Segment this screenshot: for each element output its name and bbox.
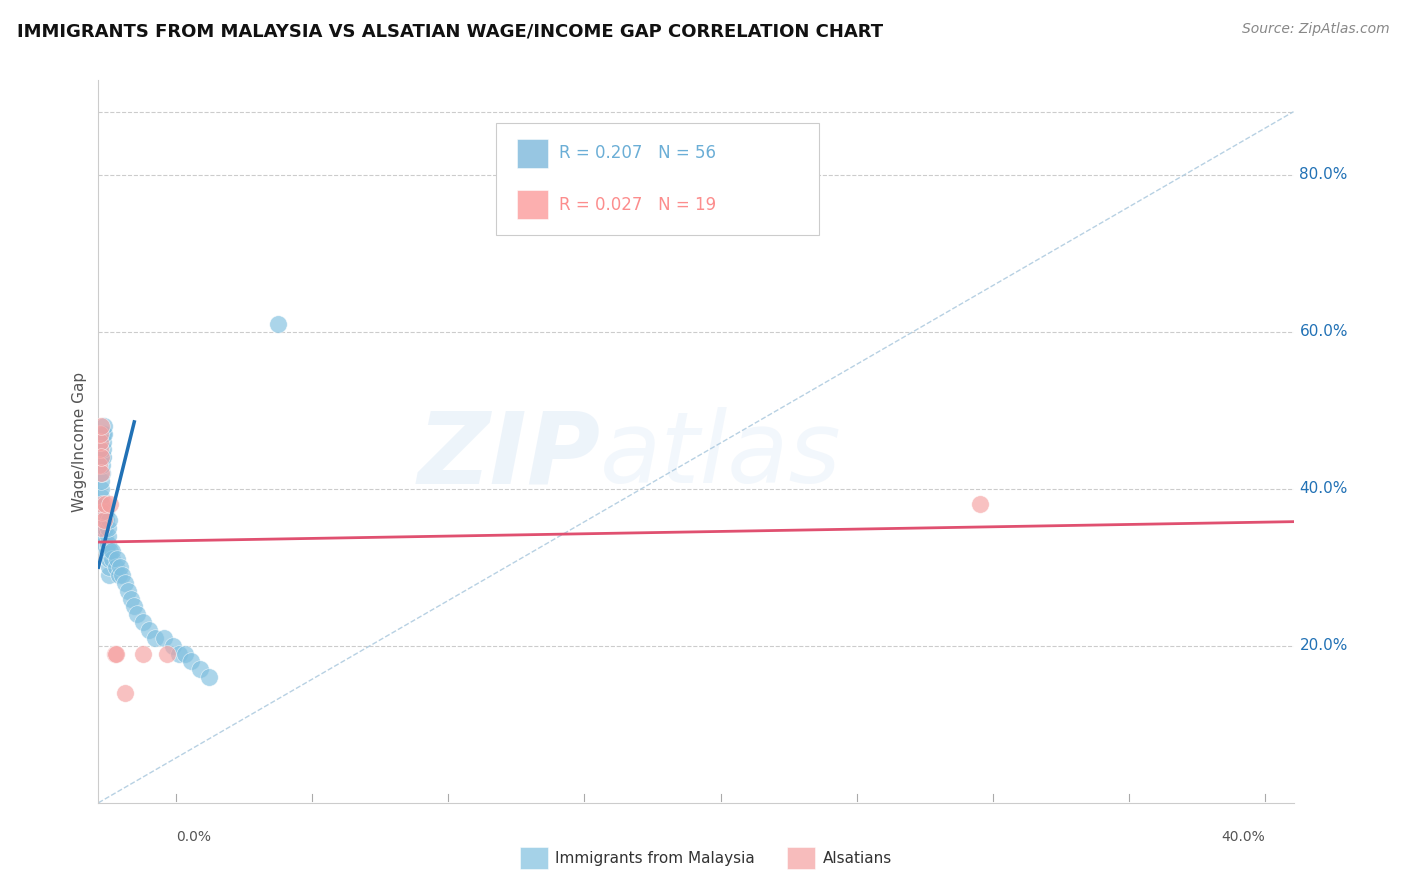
Point <box>114 686 136 700</box>
Point <box>94 513 117 527</box>
Point <box>90 466 112 480</box>
Point <box>97 521 120 535</box>
Point <box>108 560 131 574</box>
Point <box>132 647 155 661</box>
Point <box>89 497 111 511</box>
Text: 20.0%: 20.0% <box>1299 639 1348 653</box>
Point <box>89 426 111 441</box>
Point <box>117 583 139 598</box>
Point <box>89 434 111 449</box>
Point <box>98 560 121 574</box>
Point <box>127 607 149 622</box>
Point <box>93 513 115 527</box>
Point <box>93 426 115 441</box>
Point <box>91 434 114 449</box>
Text: ZIP: ZIP <box>418 408 600 505</box>
Point <box>89 513 111 527</box>
Text: 40.0%: 40.0% <box>1222 830 1265 844</box>
Point <box>90 505 112 519</box>
Text: Immigrants from Malaysia: Immigrants from Malaysia <box>555 851 755 865</box>
Point <box>124 599 146 614</box>
Text: 40.0%: 40.0% <box>1299 481 1348 496</box>
Point <box>90 450 112 465</box>
Text: IMMIGRANTS FROM MALAYSIA VS ALSATIAN WAGE/INCOME GAP CORRELATION CHART: IMMIGRANTS FROM MALAYSIA VS ALSATIAN WAG… <box>17 22 883 40</box>
Point <box>98 552 121 566</box>
Text: R = 0.207   N = 56: R = 0.207 N = 56 <box>560 145 716 162</box>
Point <box>90 482 112 496</box>
Point <box>98 544 121 558</box>
Text: atlas: atlas <box>600 408 842 505</box>
Point <box>97 513 120 527</box>
Point <box>94 505 117 519</box>
Point <box>162 639 184 653</box>
Point <box>91 458 114 472</box>
Text: Alsatians: Alsatians <box>823 851 891 865</box>
Point <box>91 450 114 465</box>
Point <box>94 521 117 535</box>
Point <box>111 568 134 582</box>
Point <box>143 631 166 645</box>
Text: 0.0%: 0.0% <box>176 830 211 844</box>
Point <box>89 505 111 519</box>
Point <box>108 568 131 582</box>
Point <box>91 450 114 465</box>
Point <box>94 497 117 511</box>
Point <box>90 490 112 504</box>
Text: Source: ZipAtlas.com: Source: ZipAtlas.com <box>1241 22 1389 37</box>
Y-axis label: Wage/Income Gap: Wage/Income Gap <box>72 371 87 512</box>
Point <box>120 591 142 606</box>
Point <box>114 575 136 590</box>
Point <box>89 442 111 457</box>
Point <box>91 497 114 511</box>
Point <box>188 662 211 676</box>
Point <box>101 552 124 566</box>
Point <box>87 521 110 535</box>
Point <box>93 418 115 433</box>
Point <box>969 497 991 511</box>
Point <box>89 497 111 511</box>
Point <box>90 521 112 535</box>
Point <box>89 458 111 472</box>
Point <box>93 426 115 441</box>
Point <box>90 474 112 488</box>
Point <box>180 655 202 669</box>
Point <box>198 670 221 684</box>
Point <box>98 497 122 511</box>
Point <box>97 568 120 582</box>
Point <box>89 466 111 480</box>
Text: R = 0.027   N = 19: R = 0.027 N = 19 <box>560 195 716 213</box>
Point <box>105 552 128 566</box>
Point <box>105 560 128 574</box>
Point <box>138 623 160 637</box>
Text: 60.0%: 60.0% <box>1299 324 1348 339</box>
Point <box>93 536 115 550</box>
Point <box>101 544 124 558</box>
Point <box>90 418 112 433</box>
Point <box>97 529 120 543</box>
Point <box>156 647 179 661</box>
Point <box>267 317 290 331</box>
Text: 80.0%: 80.0% <box>1299 167 1348 182</box>
Point <box>93 529 115 543</box>
Point <box>132 615 155 630</box>
Point <box>97 536 120 550</box>
Point <box>174 647 197 661</box>
Point <box>96 544 118 558</box>
Point <box>104 647 127 661</box>
Point <box>167 647 190 661</box>
Point <box>94 513 117 527</box>
Point <box>153 631 176 645</box>
Point <box>91 442 114 457</box>
Point <box>89 505 111 519</box>
Point <box>105 647 128 661</box>
